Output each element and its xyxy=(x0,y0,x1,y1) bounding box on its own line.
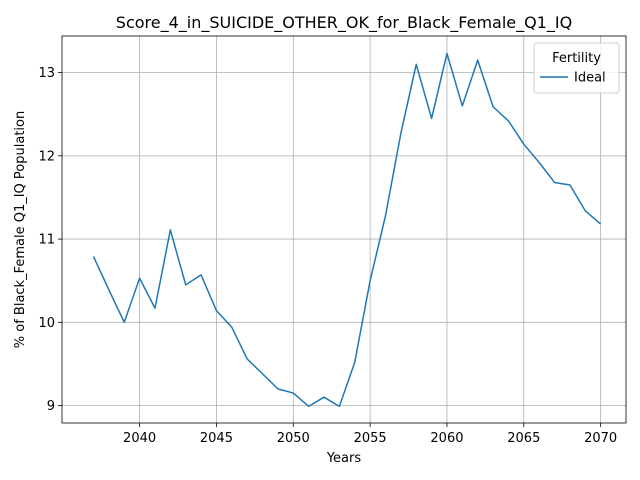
series-line-ideal xyxy=(92,52,602,408)
y-tick-label-12: 12 xyxy=(38,149,55,164)
y-tick-label-13: 13 xyxy=(38,66,55,81)
y-axis-label: % of Black_Female Q1_IQ Population xyxy=(13,111,28,348)
series-layer xyxy=(92,52,602,408)
legend-box xyxy=(533,42,620,94)
y-tick-label-10: 10 xyxy=(38,316,55,331)
axis-ticks: 2040 2045 2050 2055 2060 2065 2070 9 10 11 12 13 xyxy=(38,66,617,446)
x-tick-label-2040: 2040 xyxy=(123,431,156,446)
grid-lines xyxy=(62,36,626,423)
x-axis-label: Years xyxy=(326,451,362,466)
chart-title: Score_4_in_SUICIDE_OTHER_OK_for_Black_Fe… xyxy=(116,13,572,33)
y-tick-label-11: 11 xyxy=(38,233,55,248)
legend: Fertility Ideal xyxy=(533,42,620,94)
x-tick-label-2065: 2065 xyxy=(507,431,540,446)
x-tick-label-2070: 2070 xyxy=(584,431,617,446)
x-tick-label-2060: 2060 xyxy=(430,431,463,446)
legend-title: Fertility xyxy=(552,51,601,66)
x-tick-label-2045: 2045 xyxy=(200,431,233,446)
y-tick-label-9: 9 xyxy=(47,399,55,414)
plot-area-frame xyxy=(61,35,627,424)
legend-label-ideal: Ideal xyxy=(574,71,606,86)
x-tick-label-2055: 2055 xyxy=(354,431,387,446)
x-tick-label-2050: 2050 xyxy=(277,431,310,446)
